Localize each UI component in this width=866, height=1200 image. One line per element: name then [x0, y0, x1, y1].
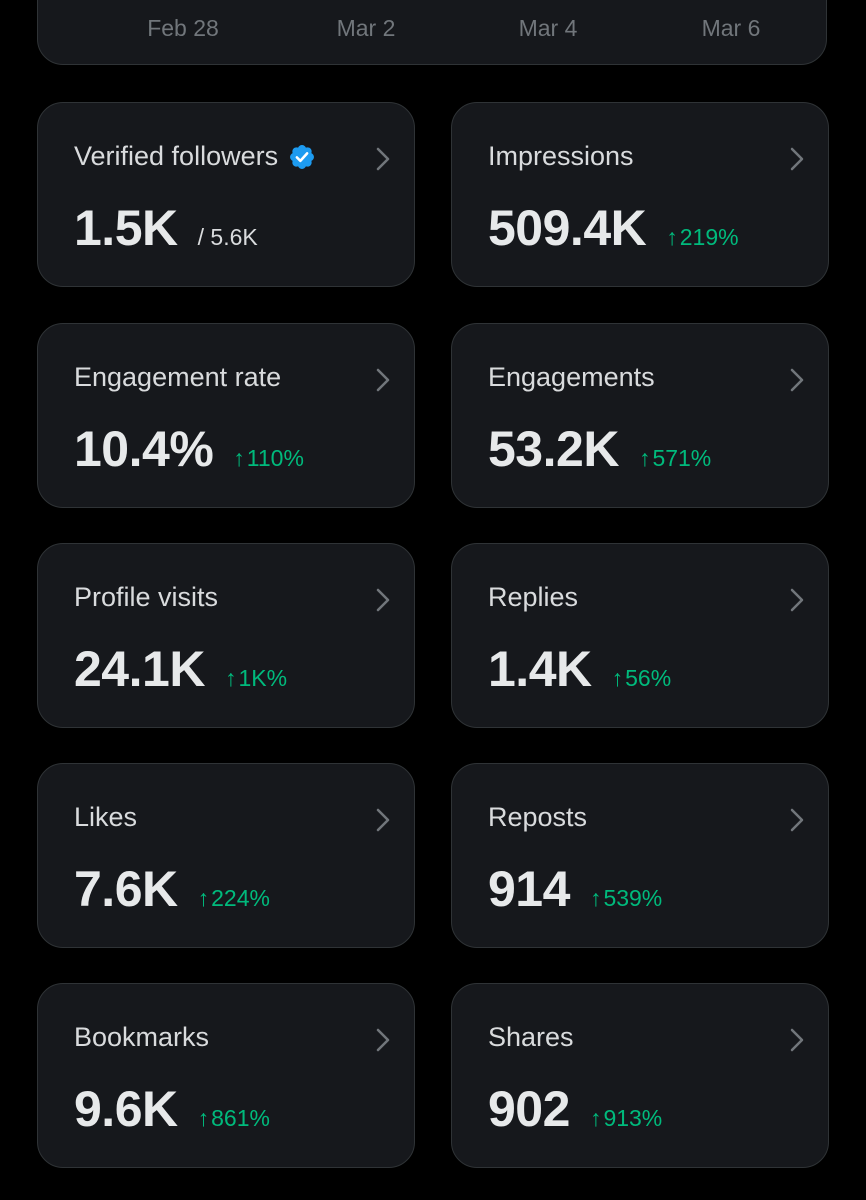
metric-value-row: 53.2K ↑ 571%	[488, 420, 711, 478]
metric-label: Bookmarks	[74, 1022, 210, 1052]
metric-change: ↑ 110%	[233, 445, 304, 472]
metric-label-row: Engagements	[488, 362, 655, 393]
metric-value: 24.1K	[74, 641, 205, 697]
metric-change: ↑ 56%	[612, 665, 672, 692]
metric-change-value: 571%	[652, 445, 712, 471]
arrow-up-icon: ↑	[197, 1105, 210, 1131]
metric-card-impressions[interactable]: Impressions 509.4K ↑ 219%	[451, 102, 829, 287]
metric-label-row: Bookmarks	[74, 1022, 209, 1053]
metric-card-engagements[interactable]: Engagements 53.2K ↑ 571%	[451, 323, 829, 508]
metric-label-row: Reposts	[488, 802, 587, 833]
arrow-up-icon: ↑	[589, 885, 602, 911]
metric-label: Verified followers	[74, 141, 279, 171]
metric-label-row: Verified followers	[74, 141, 316, 172]
metric-value: 7.6K	[74, 861, 178, 917]
metric-change-value: 539%	[603, 885, 663, 911]
metric-card-replies[interactable]: Replies 1.4K ↑ 56%	[451, 543, 829, 728]
metric-change: ↑ 571%	[639, 445, 711, 472]
metric-label: Profile visits	[74, 582, 219, 612]
metric-value-row: 509.4K ↑ 219%	[488, 199, 739, 257]
metric-value-row: 24.1K ↑ 1K%	[74, 640, 287, 698]
metric-label: Impressions	[488, 141, 634, 171]
x-axis-tick: Mar 6	[701, 15, 761, 41]
metric-value-row: 902 ↑ 913%	[488, 1080, 662, 1138]
metric-card-profile-visits[interactable]: Profile visits 24.1K ↑ 1K%	[37, 543, 415, 728]
metric-value-row: 10.4% ↑ 110%	[74, 420, 304, 478]
metric-change: ↑ 861%	[198, 1105, 270, 1132]
arrow-up-icon: ↑	[589, 1105, 602, 1131]
chevron-right-icon[interactable]	[372, 366, 394, 394]
metric-value: 1.4K	[488, 641, 592, 697]
metric-value-row: 7.6K ↑ 224%	[74, 860, 270, 918]
chevron-right-icon[interactable]	[372, 145, 394, 173]
metric-label-row: Replies	[488, 582, 578, 613]
chart-card: Feb 28 Mar 2 Mar 4 Mar 6	[37, 0, 827, 65]
arrow-up-icon: ↑	[224, 665, 237, 691]
x-axis-tick: Feb 28	[147, 15, 219, 41]
metric-change-value: 1K%	[238, 665, 288, 691]
metric-total: / 5.6K	[197, 224, 258, 250]
verified-badge-icon	[290, 144, 315, 169]
x-axis-tick: Mar 4	[518, 15, 578, 41]
chevron-right-icon[interactable]	[786, 366, 808, 394]
metric-change-value: 110%	[246, 445, 304, 471]
chevron-right-icon[interactable]	[786, 586, 808, 614]
x-axis-tick: Mar 2	[336, 15, 396, 41]
metric-label: Reposts	[488, 802, 588, 832]
metric-value: 902	[488, 1081, 570, 1137]
metric-change-value: 219%	[679, 224, 739, 250]
arrow-up-icon: ↑	[638, 445, 651, 471]
arrow-up-icon: ↑	[197, 885, 210, 911]
arrow-up-icon: ↑	[233, 445, 245, 471]
metric-card-likes[interactable]: Likes 7.6K ↑ 224%	[37, 763, 415, 948]
metric-value: 9.6K	[74, 1081, 178, 1137]
arrow-up-icon: ↑	[611, 665, 624, 691]
metric-label: Likes	[74, 802, 138, 832]
metric-label: Engagement rate	[74, 362, 282, 392]
metric-change: ↑ 219%	[666, 224, 738, 251]
metric-label-row: Shares	[488, 1022, 574, 1053]
metric-change-value: 56%	[625, 665, 672, 691]
metric-card-verified-followers[interactable]: Verified followers 1.5K / 5.6K	[37, 102, 415, 287]
metric-change-value: 224%	[211, 885, 270, 911]
metric-card-shares[interactable]: Shares 902 ↑ 913%	[451, 983, 829, 1168]
metric-change-value: 861%	[211, 1105, 270, 1131]
chevron-right-icon[interactable]	[372, 806, 394, 834]
chevron-right-icon[interactable]	[786, 1026, 808, 1054]
chevron-right-icon[interactable]	[786, 806, 808, 834]
metric-value-row: 1.5K / 5.6K	[74, 199, 258, 257]
metric-value: 509.4K	[488, 200, 647, 256]
metric-change: ↑ 1K%	[225, 665, 287, 692]
metric-value: 1.5K	[74, 200, 178, 256]
metric-label: Replies	[488, 582, 579, 612]
metric-value: 914	[488, 861, 570, 917]
metric-label: Shares	[488, 1022, 574, 1052]
metric-label-row: Likes	[74, 802, 137, 833]
metric-value: 53.2K	[488, 421, 619, 477]
metric-change: ↑ 224%	[198, 885, 270, 912]
metric-change-value: 913%	[603, 1105, 663, 1131]
metric-label-row: Impressions	[488, 141, 634, 172]
metric-card-engagement-rate[interactable]: Engagement rate 10.4% ↑ 110%	[37, 323, 415, 508]
metric-card-reposts[interactable]: Reposts 914 ↑ 539%	[451, 763, 829, 948]
metric-label: Engagements	[488, 362, 655, 392]
metric-value-row: 1.4K ↑ 56%	[488, 640, 671, 698]
metric-value-row: 9.6K ↑ 861%	[74, 1080, 270, 1138]
metric-change: ↑ 539%	[590, 885, 662, 912]
chevron-right-icon[interactable]	[372, 586, 394, 614]
metric-label-row: Engagement rate	[74, 362, 281, 393]
metric-change: ↑ 913%	[590, 1105, 662, 1132]
arrow-up-icon: ↑	[666, 224, 678, 250]
metric-label-row: Profile visits	[74, 582, 218, 613]
metric-value-row: 914 ↑ 539%	[488, 860, 662, 918]
chevron-right-icon[interactable]	[372, 1026, 394, 1054]
chevron-right-icon[interactable]	[786, 145, 808, 173]
metric-card-bookmarks[interactable]: Bookmarks 9.6K ↑ 861%	[37, 983, 415, 1168]
metric-value: 10.4%	[74, 421, 214, 477]
